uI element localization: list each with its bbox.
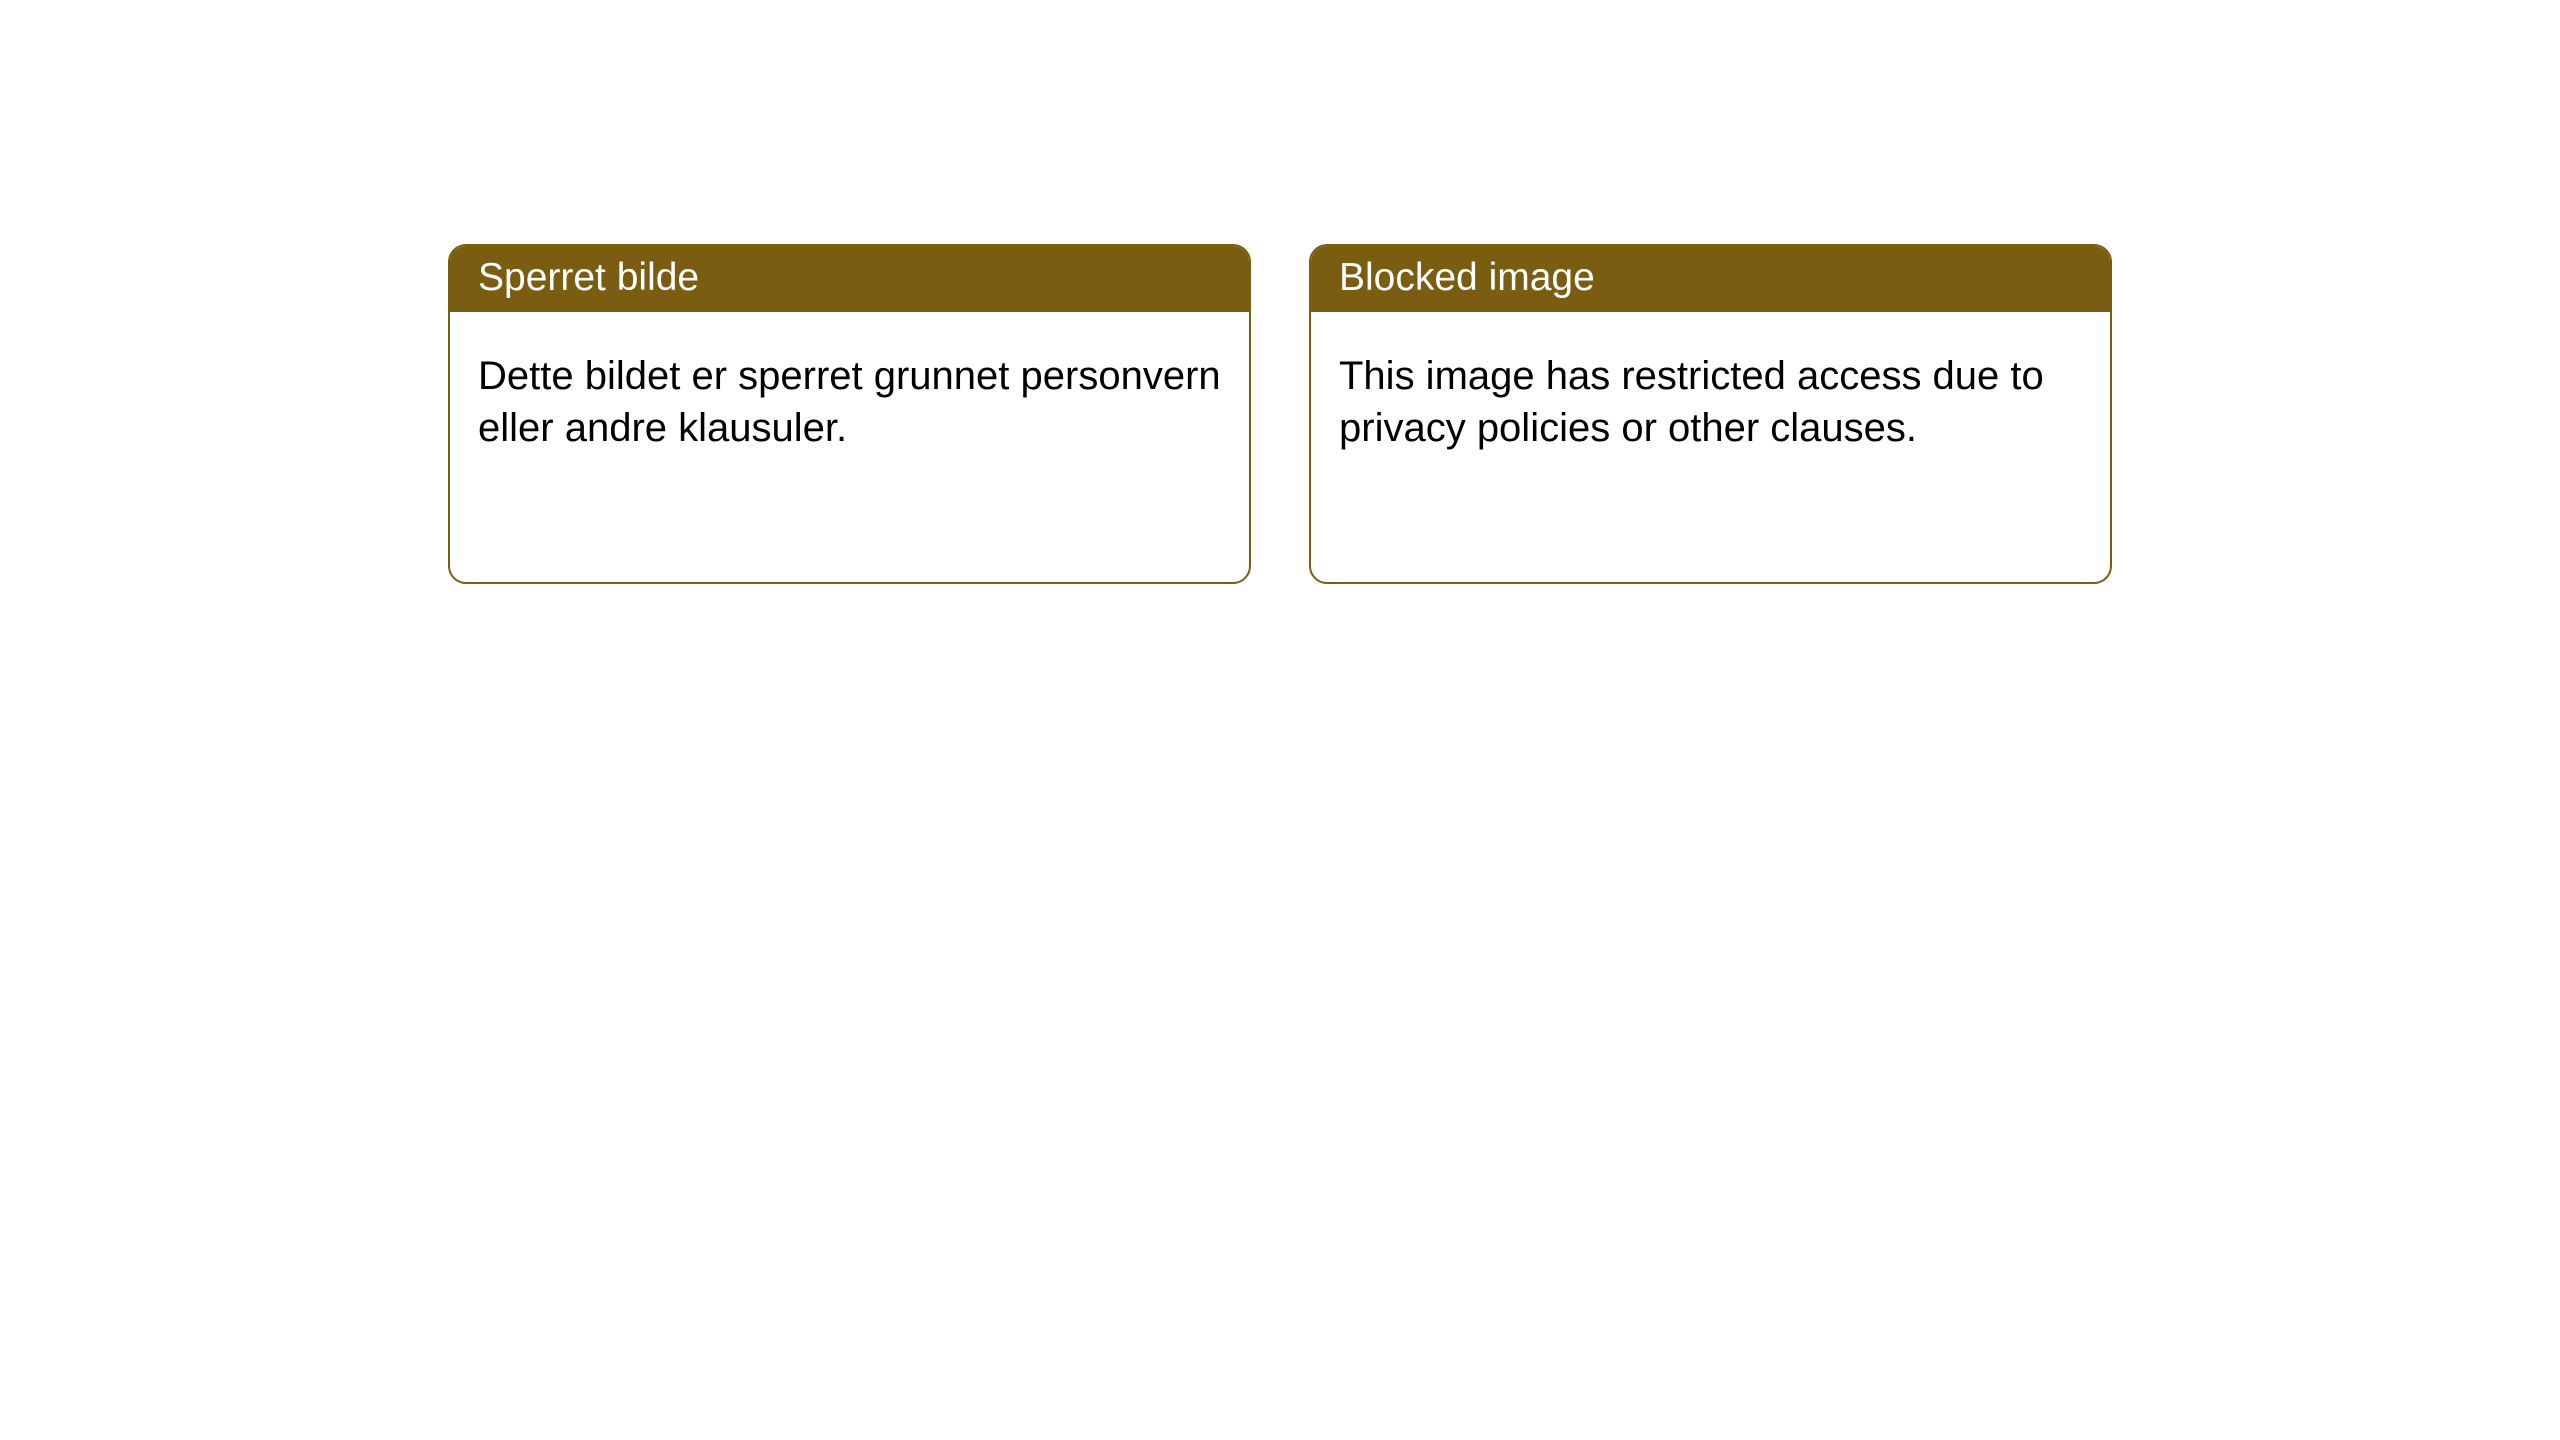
card-body: Dette bildet er sperret grunnet personve… xyxy=(450,312,1249,582)
card-title: Sperret bilde xyxy=(478,256,699,299)
notice-card-english: Blocked image This image has restricted … xyxy=(1309,244,2112,584)
notice-card-norwegian: Sperret bilde Dette bildet er sperret gr… xyxy=(448,244,1251,584)
card-body: This image has restricted access due to … xyxy=(1311,312,2110,582)
card-header: Blocked image xyxy=(1311,246,2110,312)
card-header: Sperret bilde xyxy=(450,246,1249,312)
card-body-text: Dette bildet er sperret grunnet personve… xyxy=(478,354,1221,450)
card-body-text: This image has restricted access due to … xyxy=(1339,354,2044,450)
card-title: Blocked image xyxy=(1339,256,1595,299)
notice-container: Sperret bilde Dette bildet er sperret gr… xyxy=(0,0,2560,584)
